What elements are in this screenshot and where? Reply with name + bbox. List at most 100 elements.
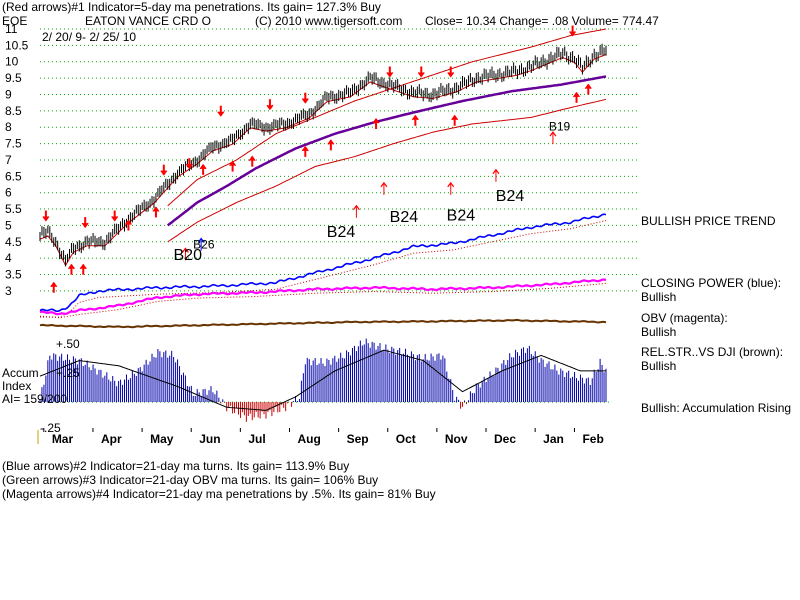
y-tick-label: 7.5 — [5, 137, 22, 151]
sell-arrow-head — [386, 72, 394, 78]
date-range: 2/ 20/ 9- 2/ 25/ 10 — [42, 30, 136, 44]
accum-title-2: Index — [2, 379, 31, 393]
buy-arrow — [584, 83, 592, 95]
x-tick-label: Sep — [347, 432, 369, 446]
sell-arrow — [160, 164, 168, 176]
relstr-line — [39, 318, 607, 329]
signal-label: B24 — [496, 188, 525, 205]
y-tick-label: 11 — [5, 22, 18, 36]
buy-arrow-head — [372, 118, 380, 124]
magenta-buy-arrow — [181, 247, 189, 261]
y-axis-ticks: 11 10.5 10 9.5 9 8.5 8 7.5 7 6.5 6 5.5 5 4.5 4 3.5 3 — [5, 22, 29, 298]
buy-arrow-head — [79, 263, 87, 270]
y-tick-label: 8 — [5, 120, 12, 134]
y-tick-label: 7 — [5, 153, 12, 167]
y-tick-label: 10 — [5, 55, 19, 69]
x-tick-label: Jun — [199, 432, 220, 446]
magenta-buy-arrow-head — [447, 181, 455, 188]
footer-line-1: (Blue arrows)#2 Indicator=21-day ma turn… — [2, 459, 349, 473]
buy-arrow — [79, 263, 87, 275]
y-tick-label: 3.5 — [5, 268, 22, 282]
accumulation-panel — [39, 338, 607, 422]
y-tick-label: 10.5 — [5, 38, 29, 52]
x-tick-label: Feb — [582, 432, 603, 446]
buy-arrow-head — [124, 219, 132, 225]
sell-arrow — [386, 66, 394, 78]
buy-arrow — [152, 206, 160, 218]
accum-plus25-label: +.25 — [56, 366, 80, 380]
buy-arrow — [573, 91, 581, 103]
sell-arrow-head — [417, 72, 425, 78]
sell-arrow-head — [111, 216, 119, 222]
y-tick-label: 9 — [5, 87, 12, 101]
blue-buy-arrow-head — [197, 237, 205, 243]
buy-arrow — [67, 263, 75, 275]
upper-band-line — [167, 28, 607, 207]
sell-arrow — [111, 210, 119, 222]
accum-note: Bullish: Accumulation Rising — [641, 401, 791, 415]
sell-arrow-head — [569, 31, 577, 37]
ticker-symbol: EOE — [2, 14, 27, 28]
buy-arrow — [199, 163, 207, 175]
sell-arrow — [417, 66, 425, 78]
signal-label: B26 — [193, 237, 215, 251]
x-axis-months: Mar Apr May Jun Jul Aug Sep Oct Nov Dec Jan Feb — [43, 428, 604, 446]
magenta-buy-arrow-head — [181, 247, 189, 253]
sell-arrow-head — [301, 98, 309, 104]
buy-arrow-head — [584, 83, 592, 90]
buy-arrow — [372, 118, 380, 130]
security-name: EATON VANCE CRD O — [85, 14, 211, 28]
sell-arrow-head — [266, 104, 274, 111]
relstr-label: REL.STR..VS DJI (brown): — [641, 345, 783, 359]
obv-label: OBV (magenta): — [641, 311, 728, 325]
sell-arrow-head — [160, 170, 168, 176]
y-tick-label: 3 — [5, 284, 12, 298]
buy-arrow — [229, 160, 237, 172]
y-tick-label: 6 — [5, 186, 12, 200]
accum-minus25-label: -.25 — [40, 421, 61, 435]
buy-arrow — [451, 114, 459, 126]
closing-power-line — [39, 213, 607, 313]
buy-arrow-head — [327, 139, 335, 145]
footer-line-2: (Green arrows)#3 Indicator=21-day OBV ma… — [2, 473, 378, 487]
obv-line — [39, 278, 607, 316]
ma-line — [166, 75, 607, 227]
y-tick-label: 8.5 — [5, 104, 22, 118]
sell-arrow-head — [42, 216, 50, 222]
sell-arrow-head — [185, 163, 193, 170]
footer-line-3: (Magenta arrows)#4 Indicator=21-day ma p… — [2, 487, 436, 501]
sell-arrow — [301, 92, 309, 104]
buy-arrow — [248, 155, 256, 167]
accum-title-1: Accum — [2, 366, 39, 380]
x-tick-label: Oct — [396, 432, 416, 446]
signal-label: B20 — [174, 247, 203, 264]
sell-arrow — [447, 66, 455, 78]
sell-arrow-head — [217, 111, 225, 117]
buy-arrow-head — [152, 206, 160, 212]
buy-arrow-head — [301, 145, 309, 152]
y-tick-label: 5.5 — [5, 202, 22, 216]
sell-arrow — [81, 217, 89, 229]
magenta-buy-arrow-head — [380, 181, 388, 188]
quote-summary: Close= 10.34 Change= .08 Volume= 774.47 — [425, 14, 659, 28]
plot-area — [39, 28, 607, 329]
sell-arrow-head — [447, 72, 455, 78]
sell-arrow — [185, 158, 193, 170]
x-tick-label: Mar — [52, 432, 74, 446]
x-tick-label: Jan — [543, 432, 564, 446]
closing-power-ma-line — [40, 220, 607, 318]
blue-buy-arrow — [197, 237, 205, 251]
obv-value: Bullish — [641, 325, 676, 339]
y-tick-label: 4.5 — [5, 235, 22, 249]
sell-arrow — [42, 210, 50, 222]
header-indicator-line: (Red arrows)#1 Indicator=5-day ma penetr… — [2, 0, 381, 14]
buy-arrow — [301, 145, 309, 157]
x-tick-label: Dec — [494, 432, 516, 446]
buy-arrow — [50, 281, 58, 293]
copyright: (C) 2010 www.tigersoft.com — [255, 14, 402, 28]
magenta-buy-arrow — [447, 181, 455, 195]
magenta-buy-arrow — [492, 168, 500, 182]
magenta-buy-arrow — [380, 181, 388, 195]
sell-arrow — [266, 99, 274, 111]
